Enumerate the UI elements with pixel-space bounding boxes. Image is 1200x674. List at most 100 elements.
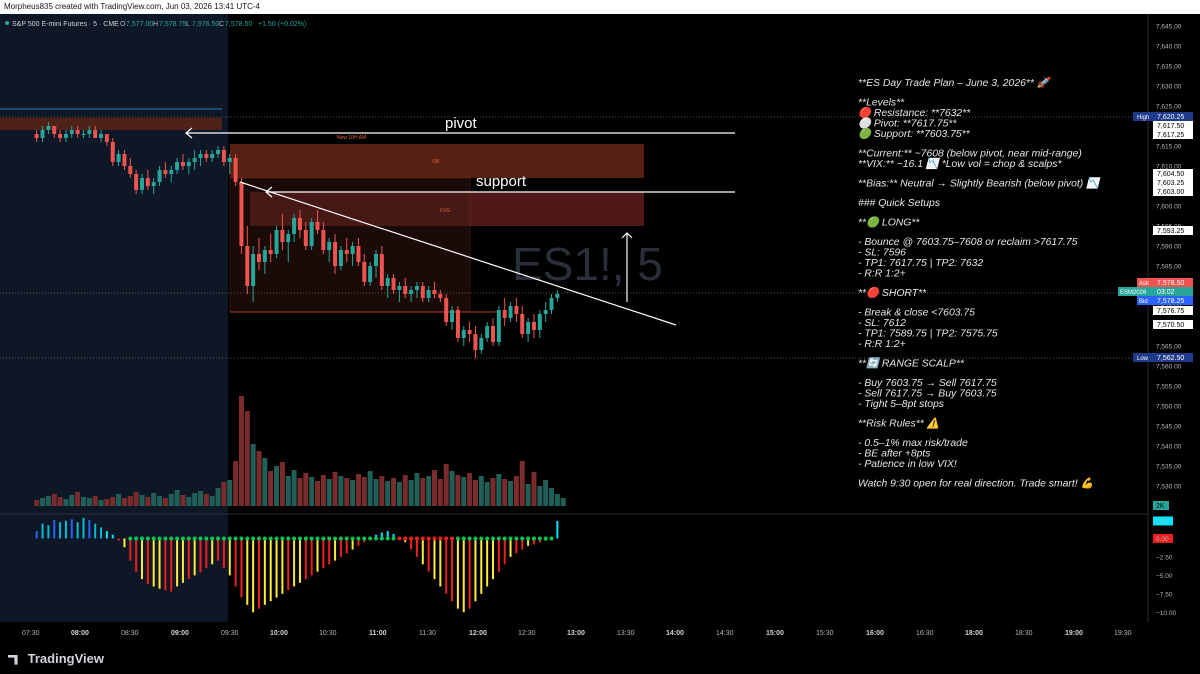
low-label: L: [186, 21, 190, 28]
premarket-shade: [0, 14, 228, 622]
candle-body: [379, 254, 384, 286]
trendline[interactable]: [239, 181, 677, 326]
bid-val-badge: [1153, 296, 1193, 305]
osc-dot: [303, 536, 308, 541]
trade-plan-line: **🔴 SHORT**: [858, 286, 927, 299]
time-axis[interactable]: 07:30 08:00 08:30 09:00 09:30 10:00 10:30 11:00…: [22, 630, 1132, 637]
trade-plan-line: **Levels**: [858, 98, 905, 109]
r2-value: 7,617.25: [1157, 132, 1184, 139]
price-tick-label: 7,590.00: [1156, 244, 1182, 251]
sup1-badge: [1153, 169, 1193, 178]
volume-bar: [45, 496, 51, 506]
osc-dot: [344, 536, 349, 541]
candle-body: [233, 158, 238, 182]
volume-bar: [426, 476, 432, 506]
volume-bar: [279, 462, 285, 506]
osc-dot: [221, 536, 226, 541]
osc-dot: [163, 536, 168, 541]
zone-label-top: New 10H AM: [337, 135, 366, 141]
volume-bar: [432, 470, 437, 506]
volume-bar: [367, 471, 373, 506]
candle-body: [321, 230, 326, 250]
up-arrowhead: [621, 232, 633, 239]
volume-bar: [472, 480, 478, 506]
candle-body: [192, 158, 197, 162]
sup3-badge: [1153, 187, 1193, 196]
candle-body: [531, 322, 536, 330]
candle-body: [257, 254, 261, 262]
price-tick-label: 7,630.00: [1156, 84, 1182, 91]
volume-bar: [461, 477, 467, 506]
trade-plan-note[interactable]: **ES Day Trade Plan – June 3, 2026** 🚀 **…: [858, 76, 1101, 489]
trade-plan-line: - 0.5–1% max risk/trade: [858, 438, 968, 449]
volume-bars: [34, 396, 566, 506]
volume-bar: [531, 472, 537, 506]
volume-bar: [86, 498, 92, 506]
volume-bar: [63, 499, 69, 506]
candle-body: [40, 130, 45, 138]
volume-bar: [420, 478, 426, 506]
volume-bar: [133, 492, 139, 506]
price-tick-label: 7,555.00: [1156, 384, 1182, 391]
ob-zone[interactable]: [230, 144, 644, 178]
symbol-watermark: ES1!, 5: [512, 238, 663, 290]
osc-dot: [385, 536, 390, 541]
osc-dot: [134, 536, 139, 541]
candle-body: [420, 286, 425, 298]
trade-plan-line: - Patience in low VIX!: [858, 459, 957, 470]
trade-plan-line: - SL: 7612: [858, 318, 906, 329]
volume-bar: [408, 480, 414, 506]
candle-body: [151, 182, 156, 186]
trade-plan-line: 🟢 Support: **7603.75**: [858, 127, 971, 140]
zone-top: [0, 118, 222, 130]
time-tick-label: 14:00: [666, 630, 684, 637]
candle-body: [297, 218, 302, 230]
osc-dot: [362, 536, 367, 541]
sup2-value: 7,603.25: [1157, 180, 1184, 187]
time-tick-label: 08:30: [121, 630, 139, 637]
volume-bar: [355, 474, 361, 506]
symbol-legend[interactable]: S&P 500 E-mini Futures · 5 · CME O 7,577…: [5, 21, 306, 28]
fvg-zone[interactable]: [250, 192, 644, 226]
price-tick-label: 7,540.00: [1156, 444, 1182, 451]
volume-bar: [104, 499, 110, 506]
trade-plan-line: 🔴 Resistance: **7632**: [858, 106, 971, 119]
volume-bar: [203, 494, 209, 506]
trade-plan-line: - Sell 7617.75 → Buy 7603.75: [858, 388, 997, 399]
volume-bar: [151, 493, 157, 506]
sup1-value: 7,604.50: [1157, 171, 1184, 178]
osc-dot: [210, 536, 215, 541]
candle-body: [280, 230, 285, 242]
volume-bar: [396, 482, 402, 506]
trade-plan-line: **🔄 RANGE SCALP**: [858, 356, 965, 369]
low-tag: Low: [1137, 356, 1149, 362]
volume-bar: [145, 497, 151, 506]
low-tag-badge: [1133, 353, 1153, 362]
candle-body: [432, 290, 437, 294]
sup2-badge: [1153, 178, 1193, 187]
candle-body: [292, 218, 297, 234]
volume-bar: [127, 496, 133, 506]
volume-bar: [92, 496, 98, 506]
trade-plan-line: - Tight 5–8pt stops: [858, 399, 944, 410]
price-axis[interactable]: 7,645.00 7,640.00 7,635.00 7,630.00 7,625.00…: [1156, 24, 1182, 491]
time-tick-label: 18:30: [1015, 630, 1033, 637]
volume-bar: [139, 495, 145, 506]
candle-body: [169, 170, 174, 174]
candle-body: [374, 254, 378, 266]
osc-tick-label: −10.00: [1156, 610, 1176, 617]
candle-body: [46, 126, 51, 130]
osc-axis[interactable]: 2.37 0.00 −2.50 −5.00 −7.50 −10.00: [1153, 516, 1176, 617]
candle-body: [444, 298, 449, 322]
vol-badge: [1153, 501, 1169, 510]
candle-body: [502, 310, 507, 318]
vol-value: 2K: [1156, 503, 1165, 510]
volume-bar: [344, 478, 350, 506]
candle-body: [385, 278, 390, 286]
volume-bar: [315, 481, 320, 506]
osc-dot: [292, 536, 297, 541]
volume-bar: [34, 500, 40, 506]
osc-tick-label: −2.50: [1156, 554, 1173, 561]
chart-canvas[interactable]: New 10H AM OB FVG ES1!, 5 pivot support …: [0, 14, 1200, 654]
volume-bar: [560, 498, 566, 506]
